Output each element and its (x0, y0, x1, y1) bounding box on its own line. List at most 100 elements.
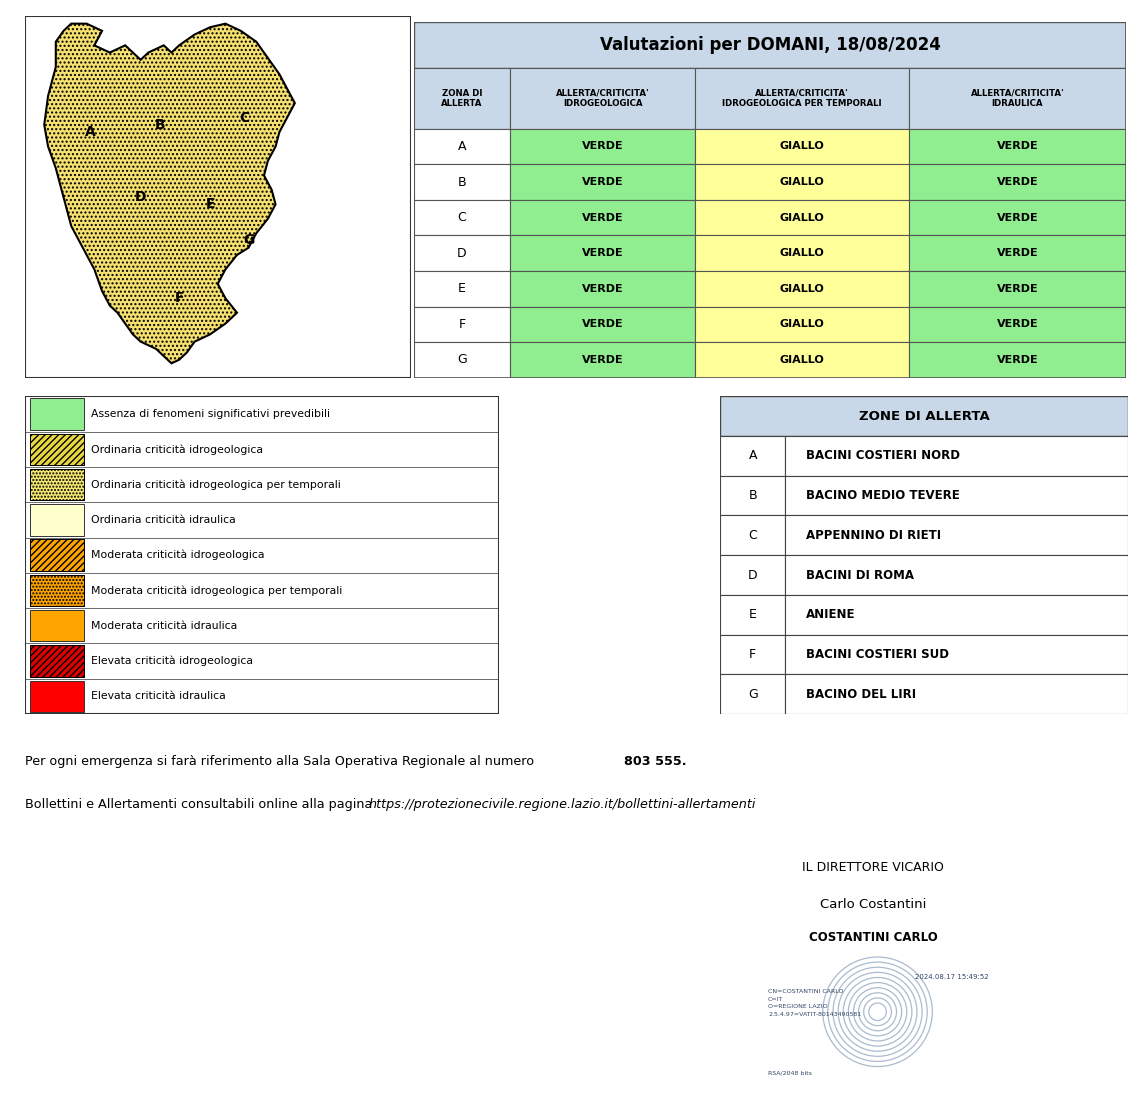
Text: F: F (175, 291, 184, 306)
Text: A: A (85, 125, 96, 139)
FancyBboxPatch shape (720, 476, 786, 516)
FancyBboxPatch shape (414, 68, 510, 129)
FancyBboxPatch shape (786, 436, 1128, 476)
FancyBboxPatch shape (29, 645, 84, 677)
Text: G: G (243, 233, 254, 247)
FancyBboxPatch shape (720, 516, 786, 555)
Text: VERDE: VERDE (582, 141, 624, 151)
FancyBboxPatch shape (720, 635, 786, 675)
FancyBboxPatch shape (510, 342, 695, 378)
Text: VERDE: VERDE (997, 212, 1039, 222)
Text: APPENNINO DI RIETI: APPENNINO DI RIETI (806, 529, 941, 542)
FancyBboxPatch shape (29, 610, 84, 642)
FancyBboxPatch shape (786, 476, 1128, 516)
FancyBboxPatch shape (908, 68, 1126, 129)
FancyBboxPatch shape (510, 129, 695, 164)
FancyBboxPatch shape (720, 595, 786, 635)
Text: VERDE: VERDE (997, 355, 1039, 365)
Text: F: F (750, 648, 756, 661)
Text: ALLERTA/CRITICITA'
IDROGEOLOGICA: ALLERTA/CRITICITA' IDROGEOLOGICA (556, 89, 650, 108)
FancyBboxPatch shape (29, 399, 84, 429)
Text: G: G (748, 688, 758, 701)
Text: E: E (205, 197, 214, 211)
FancyBboxPatch shape (695, 129, 908, 164)
Text: ALLERTA/CRITICITA'
IDROGEOLOGICA PER TEMPORALI: ALLERTA/CRITICITA' IDROGEOLOGICA PER TEM… (722, 89, 882, 108)
FancyBboxPatch shape (414, 164, 510, 200)
Text: VERDE: VERDE (582, 284, 624, 293)
Text: ANIENE: ANIENE (806, 608, 855, 621)
Text: D: D (457, 246, 467, 260)
FancyBboxPatch shape (510, 200, 695, 235)
Text: Moderata criticità idraulica: Moderata criticità idraulica (92, 621, 237, 631)
Text: B: B (748, 489, 758, 503)
Text: GIALLO: GIALLO (780, 177, 824, 187)
Text: C: C (239, 111, 249, 125)
FancyBboxPatch shape (786, 635, 1128, 675)
Text: Per ogni emergenza si farà riferimento alla Sala Operativa Regionale al numero: Per ogni emergenza si farà riferimento a… (25, 754, 538, 768)
Text: VERDE: VERDE (582, 320, 624, 330)
FancyBboxPatch shape (414, 235, 510, 272)
Text: A: A (748, 449, 758, 462)
Text: G: G (457, 354, 467, 367)
FancyBboxPatch shape (695, 235, 908, 272)
FancyBboxPatch shape (908, 272, 1126, 307)
Text: C: C (458, 211, 466, 224)
Text: BACINO DEL LIRI: BACINO DEL LIRI (806, 688, 916, 701)
FancyBboxPatch shape (908, 235, 1126, 272)
FancyBboxPatch shape (29, 540, 84, 570)
FancyBboxPatch shape (25, 396, 499, 714)
Text: BACINI COSTIERI NORD: BACINI COSTIERI NORD (806, 449, 959, 462)
FancyBboxPatch shape (414, 342, 510, 378)
Text: BACINI COSTIERI SUD: BACINI COSTIERI SUD (806, 648, 949, 661)
FancyBboxPatch shape (510, 235, 695, 272)
FancyBboxPatch shape (695, 164, 908, 200)
Text: GIALLO: GIALLO (780, 249, 824, 258)
Text: GIALLO: GIALLO (780, 320, 824, 330)
Text: B: B (154, 118, 166, 131)
Text: COSTANTINI CARLO: COSTANTINI CARLO (809, 931, 938, 944)
Text: E: E (458, 283, 466, 296)
Text: A: A (458, 140, 466, 153)
FancyBboxPatch shape (908, 200, 1126, 235)
FancyBboxPatch shape (29, 681, 84, 712)
Text: ZONE DI ALLERTA: ZONE DI ALLERTA (858, 410, 990, 423)
FancyBboxPatch shape (29, 504, 84, 535)
FancyBboxPatch shape (695, 200, 908, 235)
FancyBboxPatch shape (786, 675, 1128, 714)
Text: ZONA DI
ALLERTA: ZONA DI ALLERTA (441, 89, 483, 108)
Text: Bollettini e Allertamenti consultabili online alla pagina: Bollettini e Allertamenti consultabili o… (25, 798, 376, 811)
Text: Moderata criticità idrogeologica per temporali: Moderata criticità idrogeologica per tem… (92, 585, 342, 596)
FancyBboxPatch shape (510, 164, 695, 200)
Text: IL DIRETTORE VICARIO: IL DIRETTORE VICARIO (802, 861, 945, 874)
FancyBboxPatch shape (414, 200, 510, 235)
Text: D: D (748, 568, 758, 581)
FancyBboxPatch shape (510, 272, 695, 307)
FancyBboxPatch shape (720, 396, 1128, 714)
Text: Ordinaria criticità idrogeologica per temporali: Ordinaria criticità idrogeologica per te… (92, 480, 341, 489)
Text: Ordinaria criticità idraulica: Ordinaria criticità idraulica (92, 515, 236, 525)
Text: VERDE: VERDE (997, 177, 1039, 187)
Text: VERDE: VERDE (582, 355, 624, 365)
Text: Moderata criticità idrogeologica: Moderata criticità idrogeologica (92, 550, 265, 561)
FancyBboxPatch shape (908, 164, 1126, 200)
Text: GIALLO: GIALLO (780, 141, 824, 151)
FancyBboxPatch shape (414, 22, 1126, 68)
FancyBboxPatch shape (786, 595, 1128, 635)
FancyBboxPatch shape (29, 575, 84, 607)
Text: GIALLO: GIALLO (780, 355, 824, 365)
FancyBboxPatch shape (510, 68, 695, 129)
Text: ALLERTA/CRITICITA'
IDRAULICA: ALLERTA/CRITICITA' IDRAULICA (971, 89, 1065, 108)
Text: Carlo Costantini: Carlo Costantini (820, 898, 926, 911)
Text: VERDE: VERDE (582, 212, 624, 222)
FancyBboxPatch shape (695, 272, 908, 307)
Text: CN=COSTANTINI CARLO
C=IT
O=REGIONE LAZIO
2.5.4.97=VATIT-80143490581: CN=COSTANTINI CARLO C=IT O=REGIONE LAZIO… (768, 990, 861, 1016)
FancyBboxPatch shape (786, 555, 1128, 595)
Text: 2024.08.17 15:49:52: 2024.08.17 15:49:52 (915, 973, 989, 980)
FancyBboxPatch shape (414, 307, 510, 342)
Text: B: B (458, 175, 466, 188)
Text: BACINO MEDIO TEVERE: BACINO MEDIO TEVERE (806, 489, 959, 503)
Text: C: C (748, 529, 758, 542)
Text: VERDE: VERDE (582, 249, 624, 258)
FancyBboxPatch shape (695, 307, 908, 342)
FancyBboxPatch shape (720, 436, 786, 476)
